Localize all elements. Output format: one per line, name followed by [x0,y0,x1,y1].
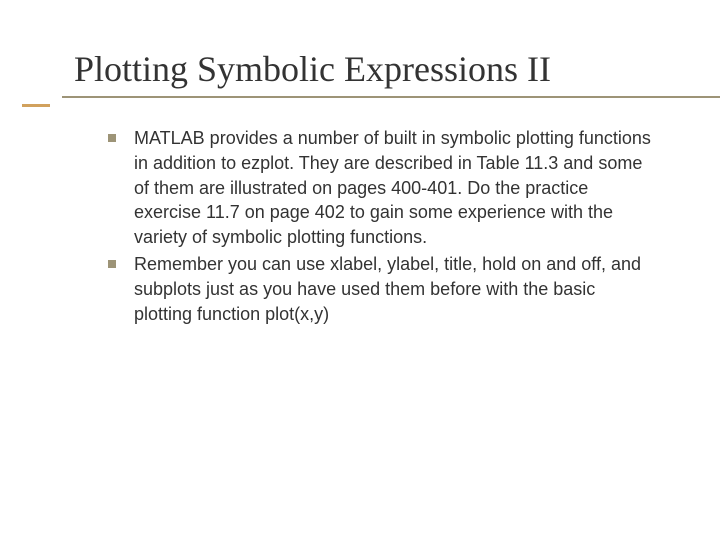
slide-title: Plotting Symbolic Expressions II [74,48,658,90]
content-area: MATLAB provides a number of built in sym… [80,126,658,327]
bullet-marker-icon [108,260,116,268]
bullet-text: MATLAB provides a number of built in sym… [134,126,658,250]
bullet-text: Remember you can use xlabel, ylabel, tit… [134,252,658,326]
accent-bar [22,104,50,107]
bullet-marker-icon [108,134,116,142]
list-item: MATLAB provides a number of built in sym… [108,126,658,250]
title-underline [62,96,720,98]
list-item: Remember you can use xlabel, ylabel, tit… [108,252,658,326]
slide-container: Plotting Symbolic Expressions II MATLAB … [0,0,720,540]
